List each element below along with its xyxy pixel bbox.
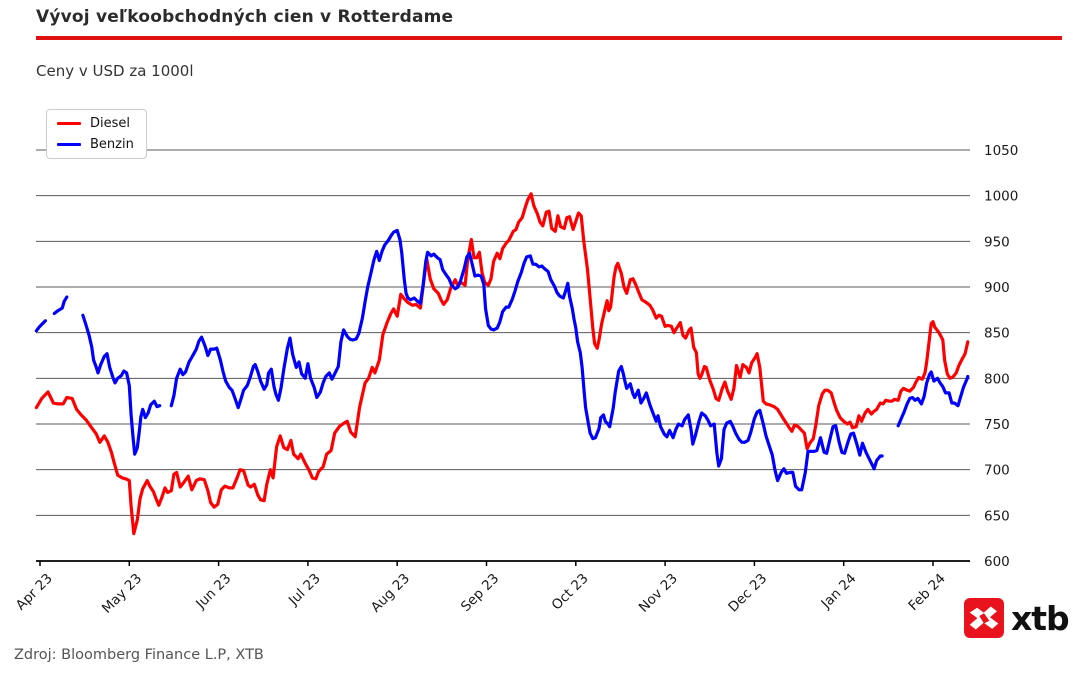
y-tick-label: 900 bbox=[984, 280, 1010, 296]
xtb-logo-mark bbox=[964, 598, 1004, 638]
y-tick-label: 1000 bbox=[984, 189, 1018, 205]
x-tick-label: Nov 23 bbox=[636, 571, 681, 616]
chart-legend: Diesel Benzin bbox=[46, 109, 147, 159]
diesel-line-swatch bbox=[57, 122, 81, 125]
x-tick-label: Apr 23 bbox=[13, 571, 56, 614]
page-title: Vývoj veľkoobchodných cien v Rotterdame bbox=[36, 7, 454, 27]
x-tick-label: Sep 23 bbox=[458, 571, 502, 615]
benzin-line bbox=[34, 228, 970, 492]
x-tick-label: Feb 24 bbox=[905, 571, 948, 614]
legend-item-diesel: Diesel bbox=[57, 116, 134, 131]
xtb-logo: xtb bbox=[964, 598, 1070, 638]
legend-label-benzin: Benzin bbox=[90, 137, 134, 152]
x-tick-label: Jan 24 bbox=[818, 571, 860, 613]
y-tick-label: 600 bbox=[984, 554, 1010, 570]
legend-item-benzin: Benzin bbox=[57, 137, 134, 152]
y-tick-label: 1050 bbox=[984, 143, 1018, 159]
x-tick-label: Dec 23 bbox=[725, 571, 770, 616]
legend-label-diesel: Diesel bbox=[90, 116, 131, 131]
y-tick-label: 750 bbox=[984, 417, 1010, 433]
diesel-line bbox=[34, 192, 970, 536]
chart-subtitle: Ceny v USD za 1000l bbox=[36, 62, 194, 80]
y-tick-label: 800 bbox=[984, 371, 1010, 387]
x-axis-ticks: Apr 23 May 23 Jun 23 Jul 23 Aug 23 Sep 23 Oct … bbox=[13, 561, 949, 617]
x-tick-label: Jun 23 bbox=[192, 571, 234, 613]
x-tick-label: Jul 23 bbox=[285, 571, 324, 610]
benzin-line-swatch bbox=[57, 143, 81, 146]
source-note: Zdroj: Bloomberg Finance L.P, XTB bbox=[14, 647, 264, 663]
y-tick-label: 650 bbox=[984, 508, 1010, 524]
y-tick-label: 700 bbox=[984, 463, 1010, 479]
x-tick-label: Aug 23 bbox=[368, 571, 413, 616]
xtb-logo-text: xtb bbox=[1011, 598, 1070, 638]
xtb-x-icon bbox=[969, 606, 999, 630]
x-tick-label: May 23 bbox=[99, 571, 145, 617]
y-tick-label: 950 bbox=[984, 234, 1010, 250]
x-tick-label: Oct 23 bbox=[549, 571, 592, 614]
y-axis-labels: 600 650 700 750 800 850 900 950 1000 1050 bbox=[984, 143, 1018, 570]
title-underline-rule bbox=[36, 36, 1062, 40]
gridlines bbox=[36, 149, 970, 516]
y-tick-label: 850 bbox=[984, 326, 1010, 342]
